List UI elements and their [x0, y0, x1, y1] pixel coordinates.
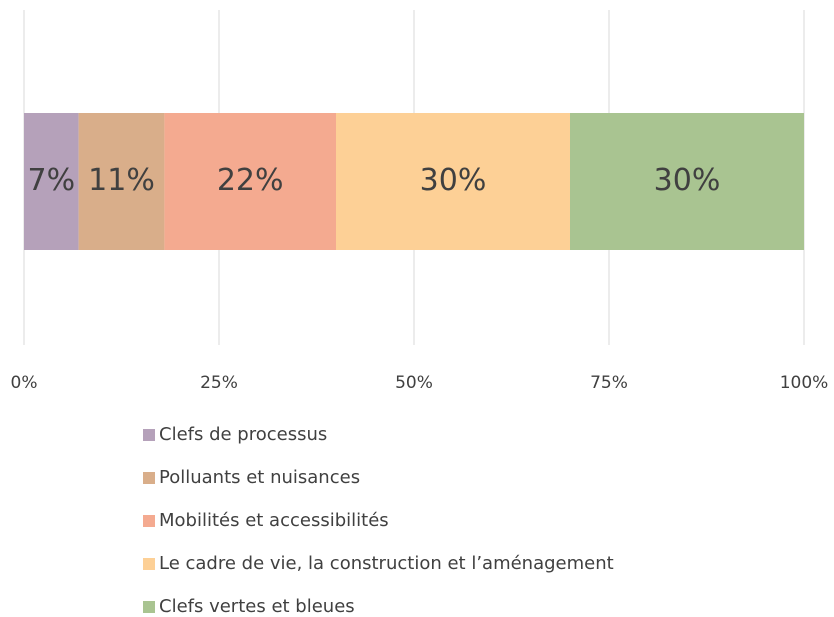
x-tick-label: 75%	[590, 373, 628, 393]
legend-label: Le cadre de vie, la construction et l’am…	[159, 553, 614, 574]
x-tick-label: 0%	[11, 373, 38, 393]
bar-segment	[164, 113, 336, 250]
legend-swatch	[143, 515, 155, 527]
data-label: 22%	[217, 163, 284, 198]
data-label: 30%	[420, 163, 487, 198]
bar-segment	[78, 113, 165, 250]
data-label: 7%	[28, 163, 76, 198]
x-tick-label: 100%	[780, 373, 829, 393]
bar-segment	[570, 113, 804, 250]
x-tick-label: 25%	[200, 373, 238, 393]
legend-swatch	[143, 429, 155, 441]
bar-segment	[336, 113, 570, 250]
legend-label: Polluants et nuisances	[159, 467, 360, 488]
legend-label: Clefs de processus	[159, 424, 327, 445]
legend-swatch	[143, 558, 155, 570]
legend-swatch	[143, 472, 155, 484]
legend-label: Mobilités et accessibilités	[159, 510, 389, 531]
data-label: 30%	[654, 163, 721, 198]
data-label: 11%	[88, 163, 155, 198]
legend-label: Clefs vertes et bleues	[159, 596, 355, 617]
bar-segment	[24, 113, 79, 250]
legend-swatch	[143, 601, 155, 613]
x-tick-label: 50%	[395, 373, 433, 393]
